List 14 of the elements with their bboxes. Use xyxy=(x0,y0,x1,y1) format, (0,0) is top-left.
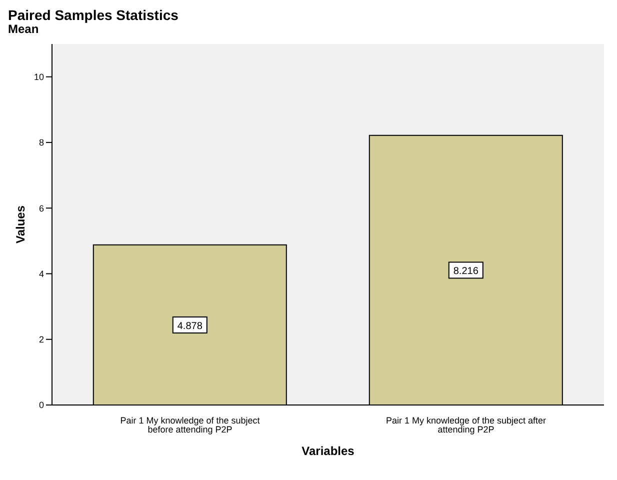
data-label: 4.878 xyxy=(177,320,203,332)
x-tick-label: Pair 1 My knowledge of the subject after attending P2P xyxy=(386,415,546,434)
chart-title: Paired Samples Statistics xyxy=(8,7,180,23)
y-tick-label: 0 xyxy=(38,400,44,410)
data-label: 8.216 xyxy=(453,266,479,278)
y-tick-label: 2 xyxy=(38,334,44,345)
x-tick-label: Pair 1 My knowledge of the subject before attending P2P xyxy=(120,415,260,434)
y-tick-label: 8 xyxy=(38,138,44,148)
chart-subtitle: Mean xyxy=(8,22,40,36)
y-tick-label: 6 xyxy=(38,203,44,214)
x-axis-title: Variables xyxy=(302,444,355,458)
y-tick-label: 10 xyxy=(34,72,44,82)
y-axis-title: Values xyxy=(13,205,28,244)
y-tick-label: 4 xyxy=(38,268,44,279)
